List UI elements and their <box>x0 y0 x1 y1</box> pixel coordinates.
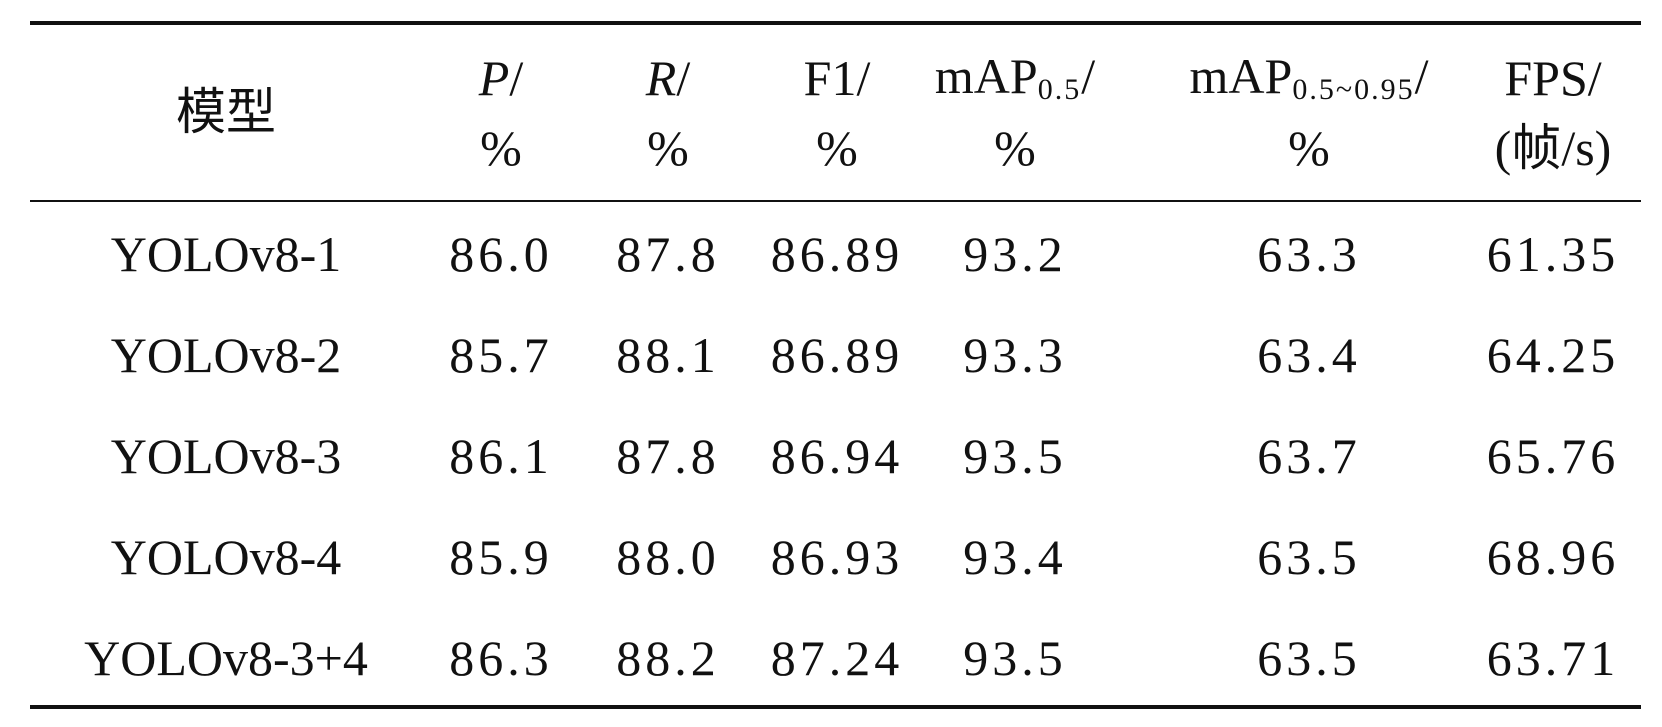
value-cell: 93.4 <box>963 529 1067 585</box>
header-name: 模型 <box>176 84 276 140</box>
value-cell: 65.76 <box>1486 428 1620 484</box>
bottom-rule <box>30 705 1641 709</box>
header-unit: % <box>647 123 689 173</box>
value-cell: 93.3 <box>963 327 1067 383</box>
header-slash: / <box>1414 48 1429 104</box>
model-name: YOLOv8-4 <box>110 529 342 585</box>
header-line: mAP0.5/ <box>935 51 1095 105</box>
model-name: YOLOv8-3 <box>110 428 342 484</box>
header-line: mAP0.5~0.95/ <box>1190 51 1429 105</box>
value-cell: 63.71 <box>1486 630 1620 686</box>
value-cell: 68.96 <box>1486 529 1620 585</box>
value-cell: 88.2 <box>616 630 720 686</box>
header-slash: / <box>676 50 691 106</box>
header-name: FPS <box>1504 50 1588 106</box>
header-rule <box>30 200 1641 202</box>
header-slash: / <box>856 50 871 106</box>
value-cell: 87.24 <box>770 630 904 686</box>
header-name: mAP <box>1189 48 1293 104</box>
value-cell: 87.8 <box>616 226 720 282</box>
header-subscript: 0.5 <box>1037 73 1082 106</box>
header-subscript: 0.5~0.95 <box>1292 73 1415 106</box>
value-cell: 87.8 <box>616 428 720 484</box>
value-cell: 86.89 <box>770 327 904 383</box>
value-cell: 93.5 <box>963 428 1067 484</box>
header-slash: / <box>1587 50 1602 106</box>
header-line: F1/ <box>804 53 871 103</box>
value-cell: 86.93 <box>770 529 904 585</box>
header-unit: % <box>994 123 1036 173</box>
header-line: FPS/ <box>1504 53 1601 103</box>
value-cell: 63.7 <box>1257 428 1361 484</box>
value-cell: 88.1 <box>616 327 720 383</box>
model-name: YOLOv8-2 <box>110 327 342 383</box>
value-cell: 63.3 <box>1257 226 1361 282</box>
value-cell: 88.0 <box>616 529 720 585</box>
value-cell: 86.1 <box>449 428 553 484</box>
unit-text: % <box>994 120 1036 176</box>
header-name: F1 <box>803 50 857 106</box>
header-unit: % <box>1288 123 1330 173</box>
header-slash: / <box>509 50 524 106</box>
header-unit: % <box>480 123 522 173</box>
model-name: YOLOv8-1 <box>110 226 342 282</box>
value-cell: 86.94 <box>770 428 904 484</box>
header-name: mAP <box>934 48 1038 104</box>
unit-text: % <box>816 120 858 176</box>
value-cell: 85.7 <box>449 327 553 383</box>
value-cell: 63.4 <box>1257 327 1361 383</box>
value-cell: 85.9 <box>449 529 553 585</box>
value-cell: 86.89 <box>770 226 904 282</box>
header-cell: 模型 <box>176 87 276 137</box>
value-cell: 86.3 <box>449 630 553 686</box>
header-name: R <box>645 50 677 106</box>
value-cell: 86.0 <box>449 226 553 282</box>
header-slash: / <box>1081 48 1096 104</box>
unit-text: (帧/s) <box>1494 120 1612 176</box>
unit-text: % <box>647 120 689 176</box>
value-cell: 63.5 <box>1257 630 1361 686</box>
header-name: P <box>478 50 510 106</box>
header-unit: (帧/s) <box>1495 123 1612 173</box>
header-line: R/ <box>646 53 690 103</box>
unit-text: % <box>1288 120 1330 176</box>
value-cell: 93.2 <box>963 226 1067 282</box>
unit-text: % <box>480 120 522 176</box>
header-line: P/ <box>479 53 523 103</box>
model-name: YOLOv8-3+4 <box>84 630 368 686</box>
value-cell: 61.35 <box>1486 226 1620 282</box>
header-unit: % <box>816 123 858 173</box>
value-cell: 63.5 <box>1257 529 1361 585</box>
top-rule <box>30 21 1641 25</box>
value-cell: 64.25 <box>1486 327 1620 383</box>
value-cell: 93.5 <box>963 630 1067 686</box>
